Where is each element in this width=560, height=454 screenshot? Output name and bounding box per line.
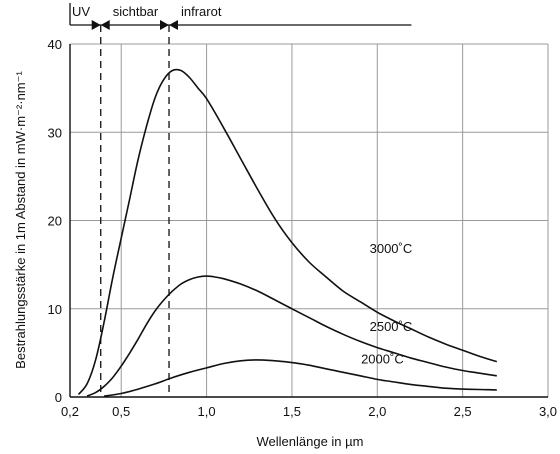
region-label: UV [72, 4, 90, 19]
y-tick-label: 30 [48, 125, 62, 140]
region-arrowhead [100, 20, 110, 30]
region-label: sichtbar [113, 4, 159, 19]
region-bar: UV sichtbar infrarot [69, 3, 412, 30]
grid-lines [70, 43, 549, 397]
x-tick-label: 0,5 [112, 404, 130, 419]
y-tick-label: 40 [48, 37, 62, 52]
curves [77, 68, 498, 397]
region-boundaries [100, 25, 170, 397]
region-label: infrarot [181, 4, 222, 19]
y-tick-label: 0 [55, 390, 62, 405]
region-arrowhead [169, 20, 179, 30]
x-tick-label: 2,0 [368, 404, 386, 419]
x-tick-label: 0,2 [61, 404, 79, 419]
series-line [86, 275, 497, 397]
x-tick-label: 1,5 [283, 404, 301, 419]
region-arrowhead [91, 20, 101, 30]
curve-labels: 3000˚C 2500˚C 2000˚C [361, 241, 412, 366]
x-tick-label: 1,0 [198, 404, 216, 419]
series-label: 2500˚C [370, 319, 413, 334]
series-label: 3000˚C [370, 241, 413, 256]
x-axis-title: Wellenlänge in µm [257, 434, 364, 449]
x-tick-label: 2,5 [454, 404, 472, 419]
series-label: 2000˚C [361, 351, 404, 366]
y-axis-title: Bestrahlungsstärke in 1m Abstand in mW·m… [13, 71, 28, 369]
y-tick-label: 10 [48, 302, 62, 317]
series-line [77, 68, 498, 395]
region-arrowhead [160, 20, 170, 30]
axes [69, 44, 548, 398]
tick-labels: 0,2 0,5 1,0 1,5 2,0 2,5 3,0 0 10 20 30 40 [48, 37, 558, 419]
x-tick-label: 3,0 [539, 404, 557, 419]
y-tick-label: 20 [48, 214, 62, 229]
series-line [103, 359, 497, 397]
